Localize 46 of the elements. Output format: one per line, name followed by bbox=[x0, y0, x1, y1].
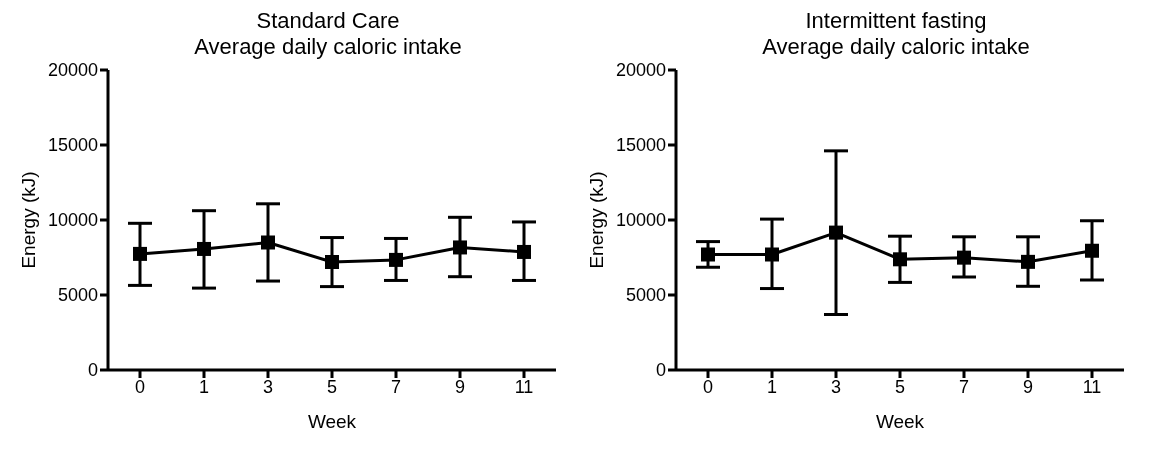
x-tick-label: 0 bbox=[702, 376, 714, 397]
x-tick-label: 3 bbox=[830, 376, 842, 397]
y-tick-label: 5000 bbox=[57, 285, 98, 306]
y-tick-label: 0 bbox=[87, 360, 98, 381]
point bbox=[261, 235, 275, 250]
x-tick-label: 3 bbox=[262, 376, 274, 397]
x-tick-label: 9 bbox=[454, 376, 466, 397]
x-tick-label: 7 bbox=[390, 376, 402, 397]
y-tick-label: 20000 bbox=[615, 60, 666, 81]
x-tick-label: 9 bbox=[1022, 376, 1034, 397]
x-tick-label: 5 bbox=[894, 376, 906, 397]
y-axis-title: Energy (kJ) bbox=[585, 171, 607, 269]
y-tick-label: 15000 bbox=[615, 135, 666, 156]
point bbox=[1085, 243, 1099, 258]
x-axis-title: Week bbox=[875, 411, 925, 432]
chart-subtitle: Average daily caloric intake bbox=[193, 34, 463, 60]
y-tick-label: 5000 bbox=[625, 285, 666, 306]
point bbox=[133, 246, 147, 261]
point bbox=[325, 255, 339, 269]
y-axis-title: Energy (kJ) bbox=[17, 171, 39, 269]
x-tick-label: 7 bbox=[958, 376, 970, 397]
x-tick-label: 1 bbox=[198, 376, 210, 397]
x-tick-label: 11 bbox=[1082, 376, 1102, 397]
point bbox=[829, 225, 843, 240]
point bbox=[197, 241, 211, 256]
x-tick-label: 5 bbox=[326, 376, 338, 397]
point bbox=[389, 252, 403, 267]
x-tick-label: 0 bbox=[134, 376, 146, 397]
y-tick-label: 0 bbox=[655, 360, 666, 381]
y-tick-label: 15000 bbox=[47, 135, 98, 156]
point bbox=[765, 247, 779, 262]
point bbox=[517, 244, 531, 259]
chart-title: Standard Care bbox=[255, 8, 401, 34]
point bbox=[957, 250, 971, 265]
y-tick-label: 10000 bbox=[615, 210, 666, 231]
chart-title: Intermittent fasting bbox=[804, 8, 988, 34]
y-tick-label: 10000 bbox=[47, 210, 98, 231]
chart-subtitle: Average daily caloric intake bbox=[761, 34, 1031, 60]
x-tick-label: 11 bbox=[514, 376, 534, 397]
x-axis-title: Week bbox=[307, 411, 357, 432]
point bbox=[893, 252, 907, 267]
point bbox=[701, 247, 715, 262]
point bbox=[453, 240, 467, 255]
x-tick-label: 1 bbox=[766, 376, 778, 397]
y-tick-label: 20000 bbox=[47, 60, 98, 81]
point bbox=[1021, 254, 1035, 269]
